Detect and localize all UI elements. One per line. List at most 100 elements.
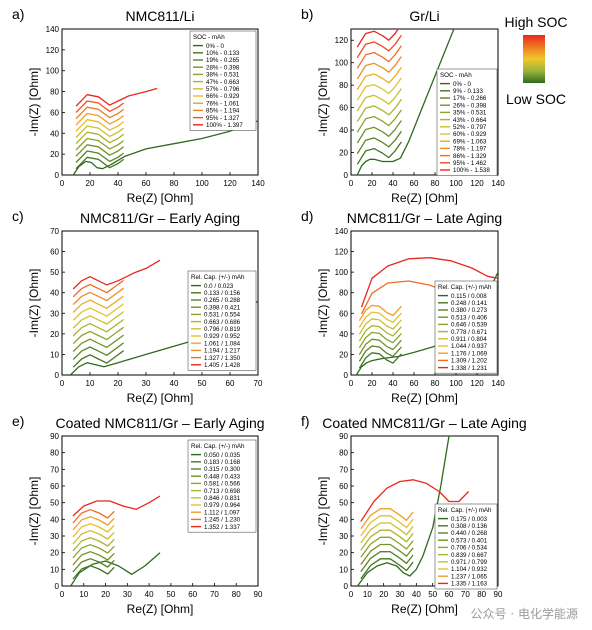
panel-c-title: NMC811/Gr – Early Aging — [80, 210, 240, 226]
panel-b-ytick-label: 120 — [335, 36, 349, 45]
panel-f: f) Coated NMC811/Gr – Late Aging 0 10 20 30 40… — [301, 413, 527, 616]
panel-b-ytick-label: 40 — [339, 126, 348, 135]
panel-a-series-line — [75, 144, 124, 157]
panel-b-legend-label: 100% - 1.538 — [453, 167, 490, 174]
panel-b-xtick-label: 0 — [349, 179, 354, 188]
panel-f-legend-label: 0.573 / 0.401 — [451, 537, 488, 544]
panel-b-ylabel: -Im(Z) [Ohm] — [316, 68, 330, 137]
panel-c-series-line — [72, 350, 124, 368]
panel-a-ytick-label: 0 — [55, 171, 60, 180]
panel-d-title: NMC811/Gr – Late Aging — [347, 210, 502, 226]
panel-f-legend-label: 0.440 / 0.268 — [451, 530, 488, 537]
panel-e-legend-label: 1.245 / 1.230 — [204, 517, 241, 524]
panel-b-xlabel: Re(Z) [Ohm] — [391, 191, 458, 205]
panel-a: a) NMC811/Li 0 20 40 60 80 100 120 140 0 20 40 60 80 10… — [12, 6, 265, 205]
panel-c-series-line — [72, 259, 161, 290]
panel-d-xtick-label: 80 — [431, 379, 440, 388]
panel-c-series-line — [72, 342, 124, 360]
panel-c-series-group — [69, 259, 258, 375]
panel-f-xtick-label: 0 — [349, 590, 354, 599]
panel-b-series-line — [356, 56, 402, 80]
panel-a-axes-frame — [61, 28, 259, 176]
panel-e-series-line — [70, 552, 161, 586]
panel-a-series-line — [75, 156, 124, 170]
panel-c-legend-label: 1.194 / 1.217 — [204, 348, 241, 355]
panel-c-series-line — [72, 279, 124, 298]
panel-e-legend-label: 1.352 / 1.337 — [204, 524, 241, 531]
panel-e-legend-label: 0.979 / 0.964 — [204, 502, 241, 509]
panel-a-legend-label: 19% - 0.265 — [206, 57, 240, 64]
panel-f-xtick-label: 60 — [445, 590, 454, 599]
panel-c-axes-frame — [61, 230, 259, 376]
panel-d-legend-label: 0.513 / 0.406 — [451, 314, 488, 321]
panel-e-ylabel: -Im(Z) [Ohm] — [27, 477, 41, 546]
panel-f-series-line — [360, 508, 414, 530]
panel-e-legend-box — [187, 439, 257, 533]
panel-c-legend-label: 0.265 / 0.288 — [204, 297, 241, 304]
panel-f-legend-label: 0.175 / 0.003 — [451, 516, 488, 523]
panel-f-xtick-label: 20 — [379, 590, 388, 599]
panel-d-letter: d) — [301, 208, 313, 224]
panel-a-xlabel: Re(Z) [Ohm] — [127, 191, 194, 205]
panel-a-xtick-label: 140 — [251, 179, 265, 188]
panel-b-series-line — [356, 120, 402, 144]
panel-d-xtick-label: 120 — [470, 379, 484, 388]
panel-b-xtick-label: 40 — [389, 179, 398, 188]
panel-b-series-line — [356, 141, 402, 165]
panel-e-xtick-label: 70 — [210, 590, 219, 599]
panel-e: e) Coated NMC811/Gr – Early Aging 0 10 20 30 4… — [12, 413, 265, 616]
panel-e-legend-title: Rel. Cap. (+/-) mAh — [191, 443, 245, 450]
panel-e-xtick-label: 50 — [166, 590, 175, 599]
panel-e-series-line — [72, 565, 115, 580]
panel-f-xtick-label: 30 — [396, 590, 405, 599]
panel-c: c) NMC811/Gr – Early Aging 0 10 20 30 40 50 60 70… — [12, 208, 263, 405]
panel-e-ytick-label: 90 — [50, 432, 59, 441]
panel-b-legend-title: SOC - mAh — [440, 72, 472, 79]
panel-c-xtick-label: 50 — [198, 379, 207, 388]
panel-e-ytick-label: 40 — [50, 515, 59, 524]
panel-c-legend-label: 0.0 / 0.023 — [204, 283, 234, 290]
panel-f-series-line — [360, 515, 414, 537]
panel-b-xtick-label: 120 — [470, 179, 484, 188]
panel-f-xtick-label: 40 — [412, 590, 421, 599]
panel-d-series-line — [358, 345, 402, 362]
panel-c-ytick-label: 40 — [50, 289, 59, 298]
panel-d-xtick-label: 140 — [491, 379, 505, 388]
panel-b-ytick-label: 20 — [339, 149, 348, 158]
panel-f-legend-label: 0.971 / 0.799 — [451, 559, 488, 566]
panel-d-legend-label: 1.338 / 1.231 — [451, 365, 488, 372]
panel-c-series-line — [72, 311, 124, 329]
panel-d-ytick-label: 100 — [335, 268, 349, 277]
panel-c-legend-label: 0.796 / 0.819 — [204, 326, 241, 333]
panel-a-series-group — [72, 87, 258, 175]
panel-b-axes-frame — [350, 28, 499, 176]
panel-c-legend-label: 0.398 / 0.421 — [204, 304, 241, 311]
panel-e-series-line — [72, 551, 115, 566]
panel-c-ytick-label: 70 — [50, 227, 59, 236]
panel-d-legend-label: 0.380 / 0.273 — [451, 307, 488, 314]
panel-d-series-line — [358, 318, 402, 335]
panel-e-series-line — [72, 558, 115, 573]
panel-b-letter: b) — [301, 6, 313, 22]
panel-b-series-line — [356, 34, 402, 58]
panel-d-ytick-label: 0 — [344, 371, 349, 380]
panel-d-series-line — [358, 331, 402, 349]
soc-colorbar-gradient — [523, 35, 545, 83]
panel-a-legend-label: 57% - 0.796 — [206, 86, 240, 93]
panel-e-xtick-label: 0 — [60, 590, 65, 599]
panel-a-series-line — [75, 150, 124, 163]
panel-e-legend-label: 0.448 / 0.433 — [204, 473, 241, 480]
panel-a-title: NMC811/Li — [126, 8, 195, 24]
panel-b-series-group — [356, 29, 455, 175]
panel-e-legend-label: 0.713 / 0.698 — [204, 488, 241, 495]
panel-e-ytick-label: 10 — [50, 565, 59, 574]
panel-b-xtick-label: 60 — [410, 179, 419, 188]
panel-c-legend-label: 1.405 / 1.428 — [204, 362, 241, 369]
panel-d-ytick-label: 20 — [339, 350, 348, 359]
panel-f-series-line — [356, 436, 450, 586]
watermark: 公众号 · 电化学能源 — [470, 607, 578, 621]
panel-f-ytick-label: 0 — [344, 582, 349, 591]
